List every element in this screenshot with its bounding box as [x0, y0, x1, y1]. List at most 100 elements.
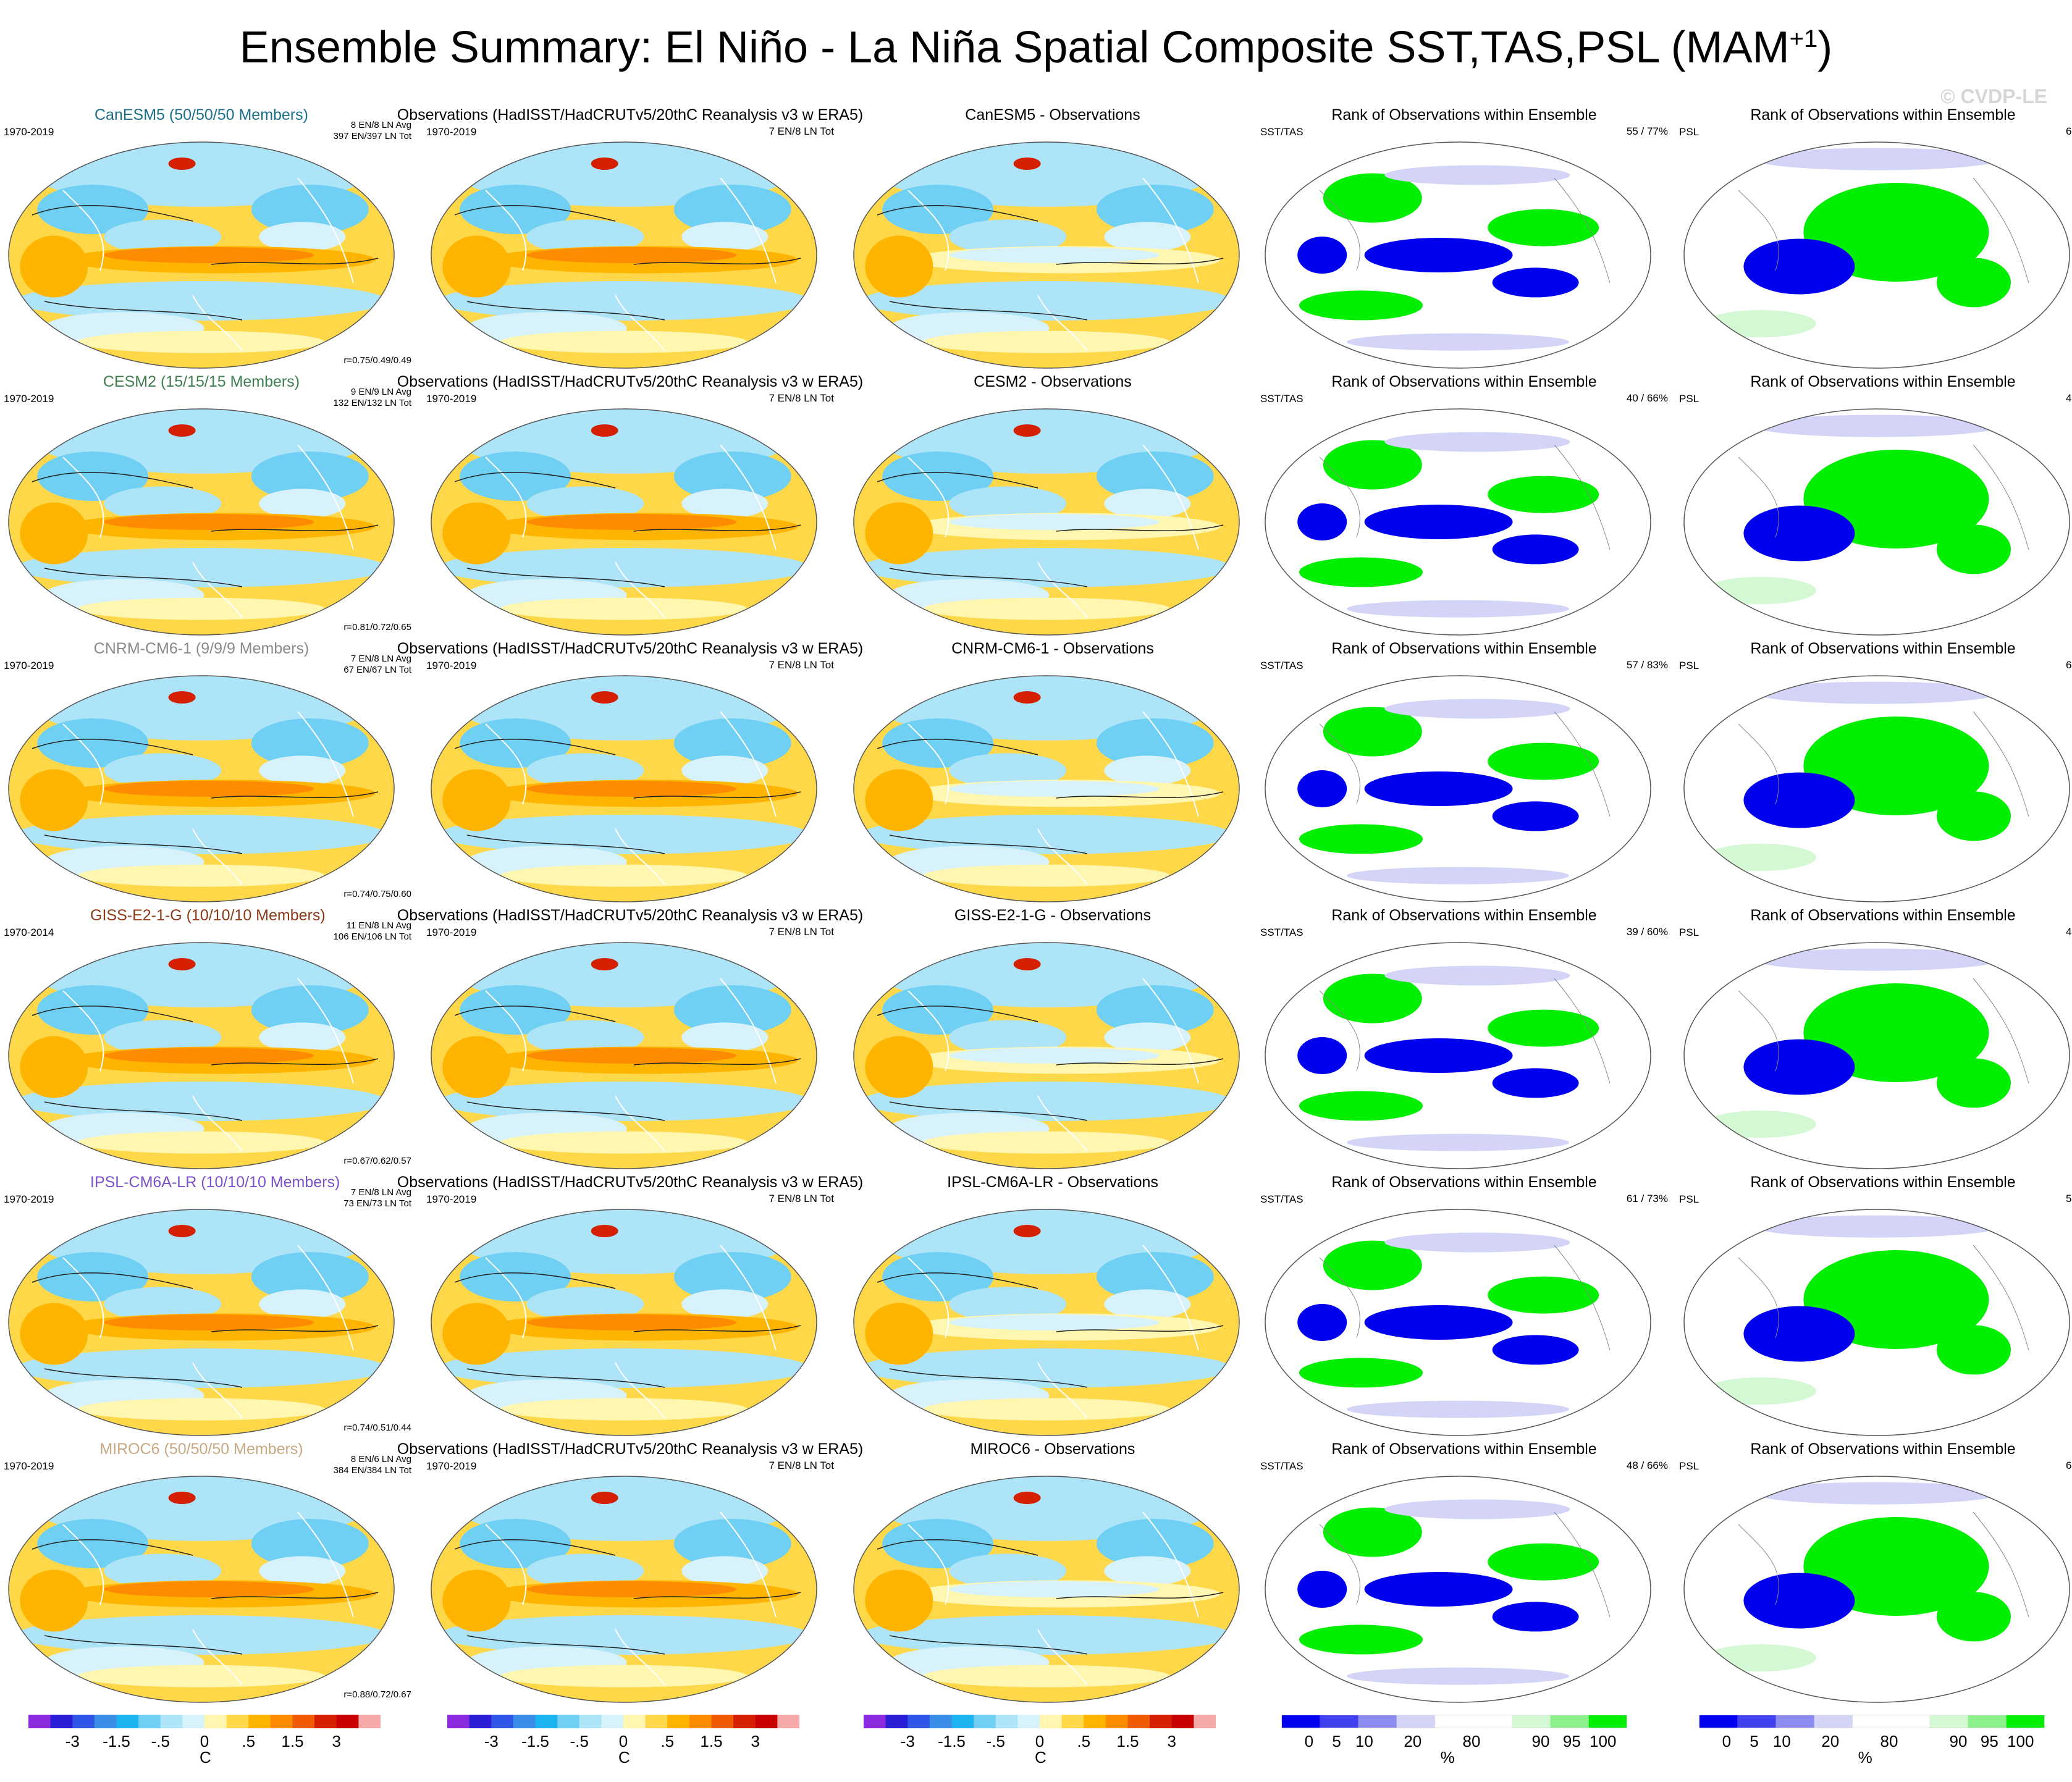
panel-row3-col5: Rank of Observations within Ensemble PSL 6…	[1679, 640, 2072, 906]
avg-count: 11 EN/8 LN Avg	[346, 920, 411, 931]
rank-percent: 42%	[2065, 926, 2072, 938]
panel-row2-col1: CESM2 (15/15/15 Members) 1970-2019 9 EN/9 …	[4, 373, 411, 639]
avg-count: 9 EN/9 LN Avg	[350, 387, 411, 397]
obs-count: 7 EN/8 LN Tot	[769, 926, 834, 938]
colorbar-swatch	[28, 1715, 51, 1728]
colorbar-swatch	[94, 1715, 117, 1728]
panel-row5-col3: IPSL-CM6A-LR - Observations	[849, 1174, 1257, 1439]
colorbar-swatch	[929, 1715, 952, 1728]
obs-count: 7 EN/8 LN Tot	[769, 659, 834, 671]
panel-title: Rank of Observations within Ensemble	[1331, 106, 1597, 124]
panel-row1-col3: CanESM5 - Observations	[849, 106, 1257, 372]
variable-label: PSL	[1679, 393, 1699, 405]
panel-row2-col5: Rank of Observations within Ensemble PSL 4…	[1679, 373, 2072, 639]
map-plot	[431, 141, 817, 369]
colorbar-swatch	[645, 1715, 668, 1728]
colorbar-swatch	[1171, 1715, 1194, 1728]
map-plot	[1683, 1209, 2070, 1436]
panel-title: Rank of Observations within Ensemble	[1331, 907, 1597, 924]
pattern-correlation: r=0.74/0.75/0.60	[343, 889, 411, 899]
colorbar-tick-label: 3	[751, 1732, 760, 1750]
panel-title: Rank of Observations within Ensemble	[1331, 640, 1597, 657]
panel-title: CanESM5 (50/50/50 Members)	[95, 106, 308, 124]
colorbar-swatch	[1852, 1715, 1892, 1728]
colorbar-swatch	[908, 1715, 930, 1728]
colorbar-tick-label: -1.5	[103, 1732, 130, 1750]
map-plot	[1265, 675, 1651, 902]
colorbar-swatch	[1891, 1715, 1930, 1728]
colorbar-tick-label: 95	[1562, 1732, 1581, 1750]
colorbar-swatch	[1320, 1715, 1358, 1728]
colorbar-tick-label: -1.5	[521, 1732, 549, 1750]
panel-title: Rank of Observations within Ensemble	[1750, 640, 2016, 657]
panel-row2-col2: Observations (HadISST/HadCRUTv5/20thC Re…	[397, 373, 863, 639]
colorbar-swatch	[116, 1715, 139, 1728]
colorbar-tick-label: .5	[1077, 1732, 1091, 1750]
colorbar-swatch	[1017, 1715, 1040, 1728]
variable-label: SST/TAS	[1260, 126, 1303, 138]
panel-title: Rank of Observations within Ensemble	[1750, 373, 2016, 390]
pattern-correlation: r=0.75/0.49/0.49	[343, 355, 411, 366]
colorbar-swatch	[292, 1715, 315, 1728]
colorbar-swatch	[1512, 1715, 1551, 1728]
tot-count: 67 EN/67 LN Tot	[343, 665, 411, 675]
colorbar-swatch	[1040, 1715, 1063, 1728]
colorbar-swatch	[160, 1715, 183, 1728]
colorbar-swatch	[995, 1715, 1018, 1728]
colorbar-tick-label: 0	[1722, 1732, 1732, 1750]
map-plot	[1683, 942, 2070, 1169]
panel-title: Rank of Observations within Ensemble	[1331, 1440, 1597, 1458]
colorbar-tick-label: 5	[1750, 1732, 1759, 1750]
panel-title: Rank of Observations within Ensemble	[1331, 373, 1597, 390]
panel-title: CESM2 (15/15/15 Members)	[103, 373, 300, 390]
panel-row3-col2: Observations (HadISST/HadCRUTv5/20thC Re…	[397, 640, 863, 906]
colorbar-swatch	[1358, 1715, 1397, 1728]
tot-count: 397 EN/397 LN Tot	[333, 131, 411, 141]
panel-title: CNRM-CM6-1 (9/9/9 Members)	[93, 640, 310, 657]
variable-label: PSL	[1679, 927, 1699, 938]
colorbar-swatch	[1968, 1715, 2007, 1728]
panel-title: GISS-E2-1-G - Observations	[954, 907, 1152, 924]
avg-count: 7 EN/8 LN Avg	[350, 654, 411, 664]
colorbar-tick-label: 10	[1355, 1732, 1373, 1750]
colorbar-swatch	[358, 1715, 381, 1728]
avg-count: 8 EN/6 LN Avg	[350, 1454, 411, 1465]
colorbar-tick-label: 80	[1880, 1732, 1898, 1750]
colorbar-swatch	[1434, 1715, 1474, 1728]
map-plot	[1265, 141, 1651, 369]
years-label: 1970-2019	[426, 660, 477, 671]
colorbar-tick-label: 10	[1772, 1732, 1791, 1750]
panel-title: CESM2 - Observations	[974, 373, 1132, 390]
years-label: 1970-2019	[426, 1460, 477, 1472]
map-plot	[853, 408, 1240, 636]
panel-row5-col2: Observations (HadISST/HadCRUTv5/20thC Re…	[397, 1174, 863, 1439]
colorbar-swatch	[50, 1715, 73, 1728]
rank-percent: 40 / 66%	[1626, 392, 1668, 404]
colorbar-swatch	[1396, 1715, 1436, 1728]
years-label: 1970-2019	[426, 1193, 477, 1205]
colorbar-unit: %	[1858, 1748, 1872, 1767]
colorbar-swatch	[1775, 1715, 1815, 1728]
variable-label: SST/TAS	[1260, 927, 1303, 938]
colorbar-swatches	[1699, 1715, 2045, 1728]
map-plot	[431, 942, 817, 1169]
pattern-correlation: r=0.81/0.72/0.65	[343, 622, 411, 633]
panel-row5-col4: Rank of Observations within Ensemble SST/…	[1260, 1174, 1668, 1439]
colorbar-swatch	[336, 1715, 359, 1728]
colorbar-unit: C	[200, 1748, 211, 1767]
colorbar-swatch	[491, 1715, 514, 1728]
years-label: 1970-2019	[4, 393, 54, 405]
colorbar-tick-label: 90	[1949, 1732, 1968, 1750]
colorbar-swatch	[1127, 1715, 1150, 1728]
colorbar-tick-label: .5	[660, 1732, 675, 1750]
colorbar-swatch	[1281, 1715, 1320, 1728]
variable-label: PSL	[1679, 660, 1699, 671]
colorbar-swatch	[182, 1715, 205, 1728]
panel-title: CanESM5 - Observations	[965, 106, 1140, 124]
colorbar-tick-label: 3	[1167, 1732, 1176, 1750]
panel-row1-col1: CanESM5 (50/50/50 Members) 1970-2019 8 EN/…	[4, 106, 411, 372]
colorbar-tick-label: 100	[2007, 1732, 2034, 1750]
colorbar-tick-label: 20	[1404, 1732, 1422, 1750]
colorbar-unit: C	[1035, 1748, 1047, 1767]
years-label: 1970-2019	[4, 1193, 54, 1205]
